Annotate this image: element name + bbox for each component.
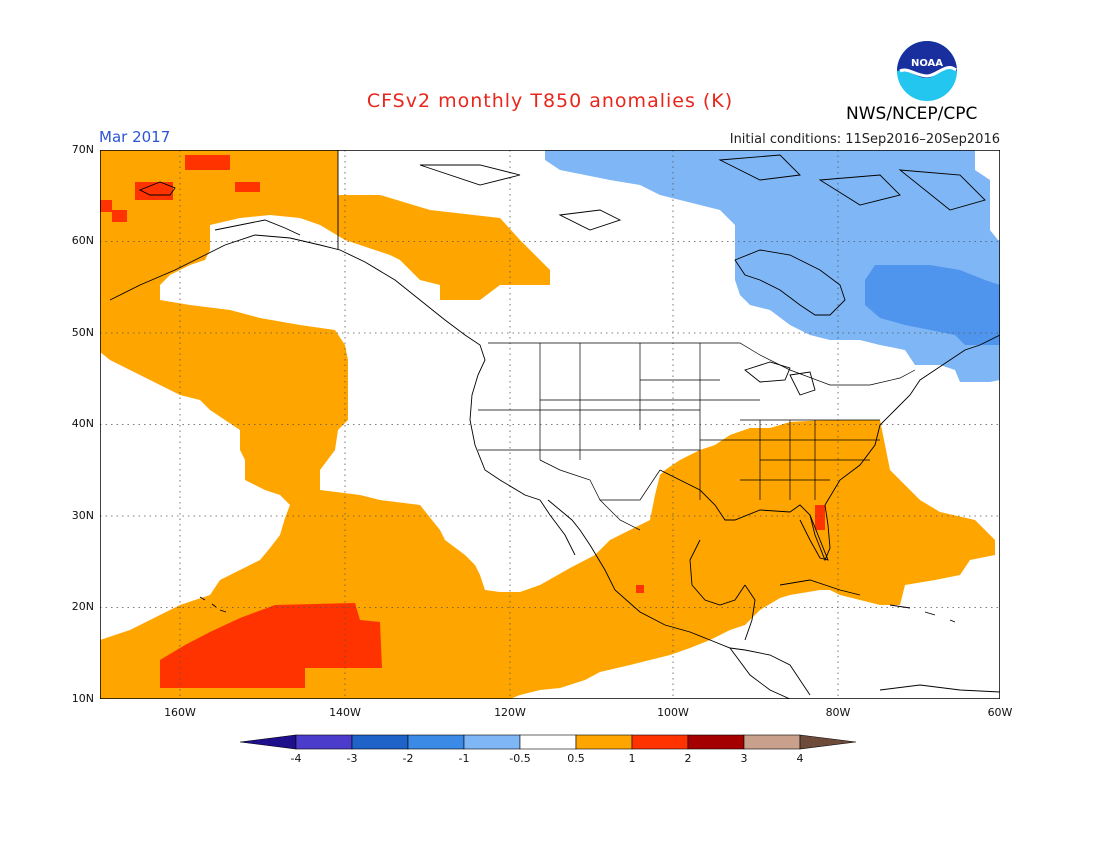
lat-label: 40N <box>71 417 94 430</box>
colorbar-swatch <box>295 734 353 750</box>
colorbar-label: 4 <box>796 752 804 765</box>
initial-conditions: Initial conditions: 11Sep2016–20Sep2016 <box>729 132 1000 147</box>
valid-month: Mar 2017 <box>99 128 171 146</box>
colorbar-label: -0.5 <box>509 752 531 765</box>
colorbar-swatch <box>239 734 297 750</box>
lon-label: 140W <box>329 706 361 719</box>
colorbar-swatch <box>687 734 745 750</box>
lon-label: 120W <box>494 706 526 719</box>
colorbar-label: -3 <box>346 752 358 765</box>
lat-label: 70N <box>71 143 94 156</box>
lat-label: 50N <box>71 326 94 339</box>
colorbar-label: -4 <box>290 752 302 765</box>
colorbar-swatch <box>799 734 857 750</box>
lat-label: 60N <box>71 234 94 247</box>
lat-label: 20N <box>71 600 94 613</box>
map-title: CFSv2 monthly T850 anomalies (K) <box>366 90 734 112</box>
positive-anomaly-area <box>100 150 995 699</box>
noaa-logo-text: NOAA <box>911 58 943 69</box>
colorbar-swatch <box>575 734 633 750</box>
coastlines <box>109 150 1000 699</box>
lat-label: 10N <box>71 692 94 705</box>
lon-label: 100W <box>657 706 689 719</box>
colorbar-label: 1 <box>628 752 636 765</box>
colorbar-swatch <box>463 734 521 750</box>
credit-label: NWS/NCEP/CPC <box>846 104 978 124</box>
colorbar-label: -1 <box>458 752 470 765</box>
colorbar-label: 3 <box>740 752 748 765</box>
moderate-negative-anomaly-area <box>865 265 1000 345</box>
colorbar-swatch <box>407 734 465 750</box>
colorbar-label: -2 <box>402 752 414 765</box>
colorbar-label: 2 <box>684 752 692 765</box>
colorbar-label: 0.5 <box>567 752 585 765</box>
colorbar-swatch <box>631 734 689 750</box>
noaa-logo: NOAA <box>897 41 957 101</box>
lon-label: 160W <box>164 706 196 719</box>
graticule <box>100 150 1000 699</box>
colorbar-swatch <box>351 734 409 750</box>
negative-anomaly-area <box>545 150 1000 382</box>
colorbar-swatch <box>743 734 801 750</box>
lat-label: 30N <box>71 509 94 522</box>
lon-label: 60W <box>987 706 1013 719</box>
colorbar-swatch <box>519 734 577 750</box>
lon-label: 80W <box>825 706 851 719</box>
strong-positive-anomaly-area <box>100 155 825 688</box>
political-boundaries <box>478 342 916 531</box>
